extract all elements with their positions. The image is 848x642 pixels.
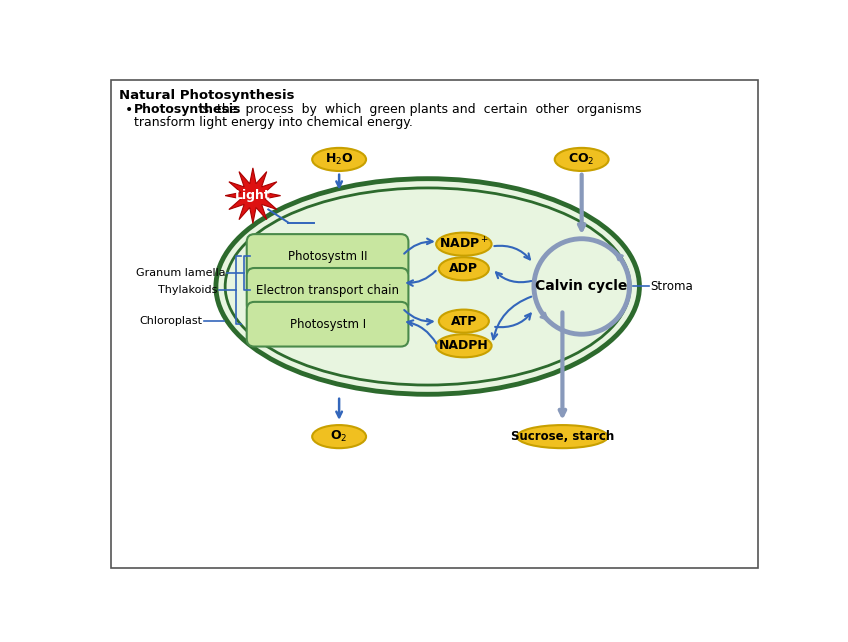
Ellipse shape bbox=[555, 148, 609, 171]
Ellipse shape bbox=[517, 425, 608, 448]
Text: CO$_2$: CO$_2$ bbox=[568, 152, 595, 167]
Text: Natural Photosynthesis: Natural Photosynthesis bbox=[119, 89, 294, 101]
Text: Granum lamella: Granum lamella bbox=[136, 268, 226, 279]
Ellipse shape bbox=[438, 257, 489, 281]
Ellipse shape bbox=[436, 334, 492, 358]
Text: O$_2$: O$_2$ bbox=[331, 429, 348, 444]
Text: Photosystm II: Photosystm II bbox=[287, 250, 367, 263]
Ellipse shape bbox=[312, 425, 366, 448]
Text: NADP$^+$: NADP$^+$ bbox=[439, 236, 488, 252]
Ellipse shape bbox=[312, 148, 366, 171]
Text: NADPH: NADPH bbox=[439, 339, 488, 352]
Text: Thylakoids: Thylakoids bbox=[158, 285, 217, 295]
Text: •: • bbox=[125, 103, 133, 117]
FancyBboxPatch shape bbox=[111, 80, 758, 568]
Text: Photosystm I: Photosystm I bbox=[289, 318, 365, 331]
Text: Photosynthesis: Photosynthesis bbox=[133, 103, 241, 116]
Text: is  the  process  by  which  green plants and  certain  other  organisms: is the process by which green plants and… bbox=[195, 103, 642, 116]
Text: H$_2$O: H$_2$O bbox=[325, 152, 354, 167]
Text: Chloroplast: Chloroplast bbox=[140, 316, 203, 326]
FancyBboxPatch shape bbox=[247, 234, 409, 279]
Text: Sucrose, starch: Sucrose, starch bbox=[510, 430, 614, 443]
Text: Stroma: Stroma bbox=[650, 280, 693, 293]
Polygon shape bbox=[226, 168, 281, 223]
Ellipse shape bbox=[226, 188, 630, 385]
Text: ATP: ATP bbox=[450, 315, 477, 327]
Text: ADP: ADP bbox=[449, 263, 478, 275]
Ellipse shape bbox=[438, 309, 489, 333]
FancyBboxPatch shape bbox=[247, 268, 409, 313]
Text: Calvin cycle: Calvin cycle bbox=[535, 279, 628, 293]
Text: Electron transport chain: Electron transport chain bbox=[256, 284, 399, 297]
Text: Light: Light bbox=[235, 189, 271, 202]
Text: transform light energy into chemical energy.: transform light energy into chemical ene… bbox=[133, 116, 412, 129]
FancyBboxPatch shape bbox=[247, 302, 409, 347]
Ellipse shape bbox=[216, 178, 639, 394]
Ellipse shape bbox=[436, 232, 492, 256]
